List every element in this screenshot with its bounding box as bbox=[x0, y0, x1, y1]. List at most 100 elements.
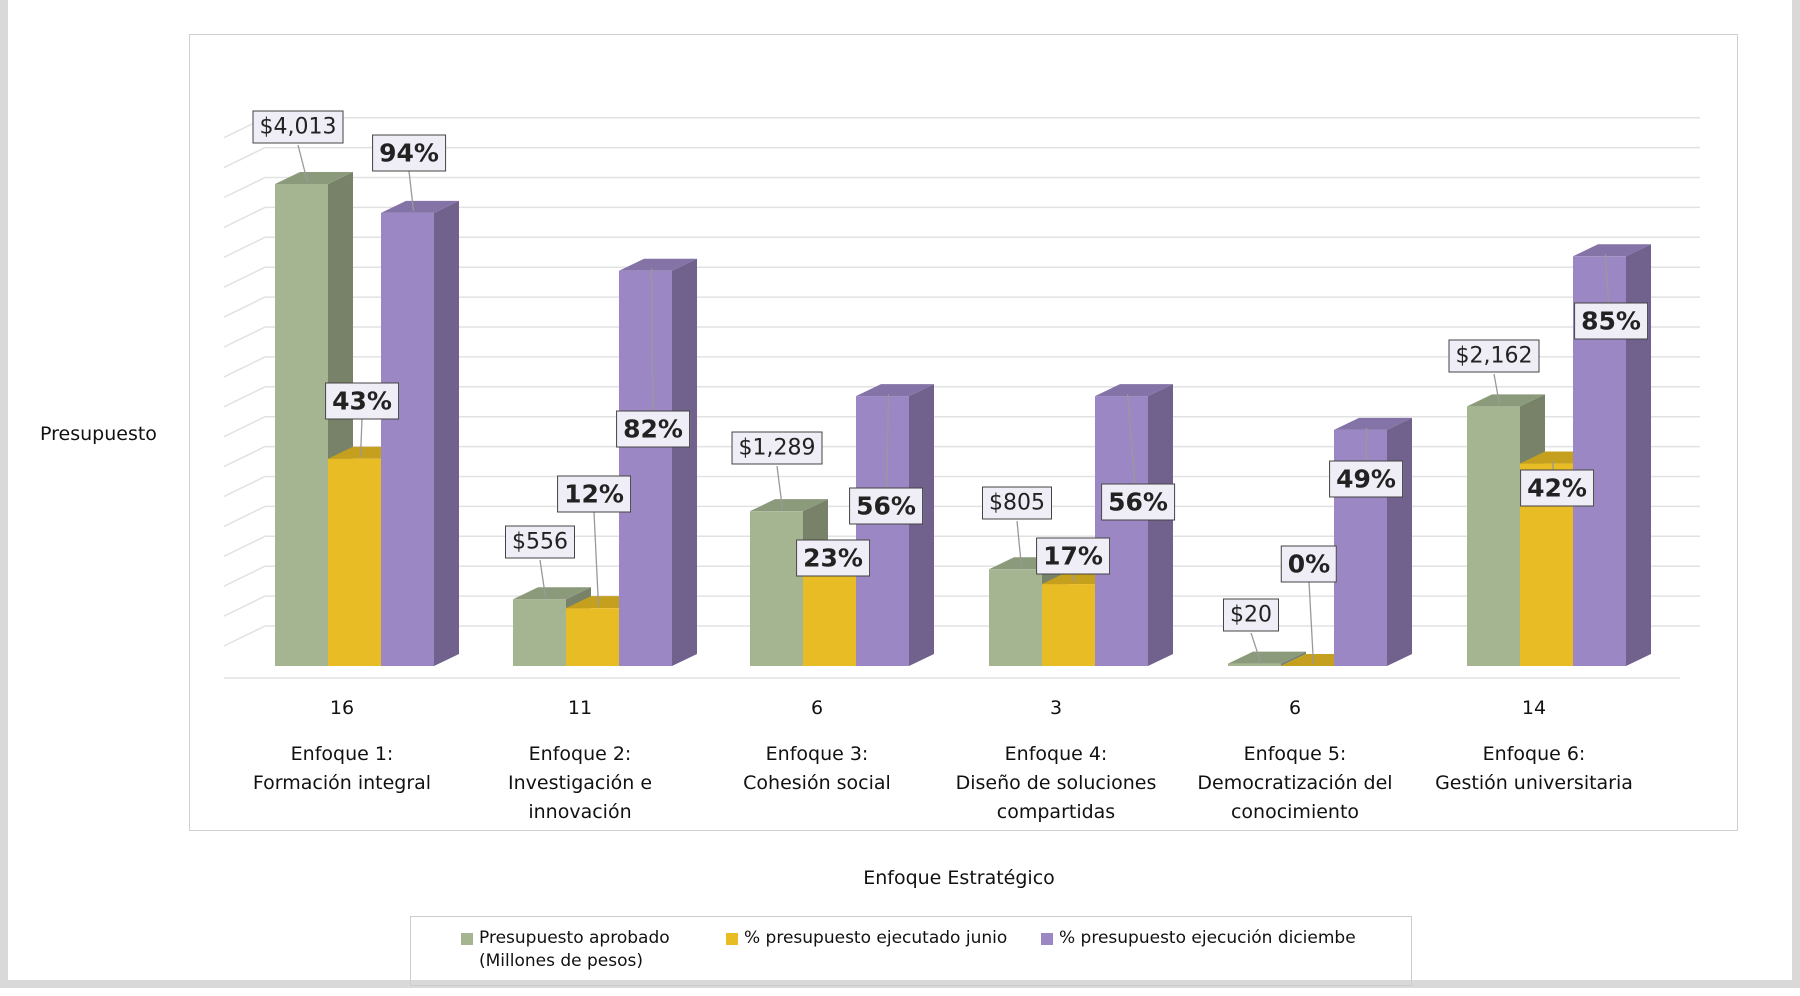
legend-label: % presupuesto ejecutado junio bbox=[744, 928, 1008, 948]
bar-top bbox=[513, 587, 591, 600]
legend-swatch bbox=[1041, 933, 1053, 945]
wall-line bbox=[223, 266, 266, 288]
category-label: Enfoque 1: Formación integral bbox=[252, 743, 432, 794]
bar-front bbox=[566, 608, 619, 666]
wall-line bbox=[223, 445, 266, 468]
data-label: $1,289 bbox=[731, 431, 823, 465]
bar-side bbox=[1148, 384, 1173, 666]
wall-line bbox=[223, 326, 266, 348]
wall-line bbox=[223, 206, 266, 229]
wall-line bbox=[223, 475, 266, 498]
data-label: 23% bbox=[796, 539, 870, 577]
bar-side bbox=[1387, 417, 1412, 666]
leader-line bbox=[1072, 573, 1076, 583]
data-label: 56% bbox=[1101, 483, 1175, 521]
wall-line bbox=[223, 565, 266, 587]
count-label: 16 bbox=[329, 697, 355, 719]
data-label: $4,013 bbox=[252, 110, 344, 144]
data-label: 85% bbox=[1574, 302, 1648, 340]
category-label: Enfoque 2: Investigación e innovación bbox=[507, 743, 653, 823]
bar-front bbox=[750, 511, 803, 666]
leader-line bbox=[1016, 520, 1023, 568]
category-label: Enfoque 6: Gestión universitaria bbox=[1435, 743, 1633, 794]
legend-item: % presupuesto ejecutado junio bbox=[726, 927, 1084, 950]
data-label: $20 bbox=[1223, 598, 1279, 632]
bar-top bbox=[381, 200, 459, 213]
leader-line bbox=[776, 465, 784, 510]
bar bbox=[1095, 384, 1173, 666]
bar-top bbox=[1228, 651, 1306, 664]
bar-front bbox=[513, 599, 566, 666]
leader-line bbox=[408, 170, 415, 211]
wall-line bbox=[223, 535, 266, 557]
legend: Presupuesto aprobado (Millones de pesos)… bbox=[410, 916, 1412, 986]
data-label: $805 bbox=[982, 486, 1052, 520]
data-label: 94% bbox=[372, 134, 446, 172]
bar-side bbox=[672, 258, 697, 666]
legend-swatch bbox=[461, 933, 473, 945]
bar-top bbox=[750, 499, 828, 512]
data-label: 43% bbox=[325, 382, 399, 420]
bar-front bbox=[989, 569, 1042, 666]
bar-top bbox=[856, 384, 934, 397]
data-label: 42% bbox=[1520, 469, 1594, 507]
bar-front bbox=[856, 396, 909, 666]
x-axis-label: Enfoque Estratégico bbox=[863, 867, 1055, 889]
data-label: $556 bbox=[505, 525, 575, 559]
data-label: 17% bbox=[1036, 537, 1110, 575]
data-label: 82% bbox=[616, 410, 690, 448]
leader-line bbox=[297, 144, 309, 183]
bar-top bbox=[1334, 417, 1412, 430]
leader-line bbox=[593, 511, 600, 607]
bar-front bbox=[275, 184, 328, 666]
data-label: 56% bbox=[849, 487, 923, 525]
bar-front bbox=[1095, 396, 1148, 666]
bar bbox=[1228, 651, 1306, 666]
bar-front bbox=[328, 458, 381, 666]
wall-line bbox=[223, 505, 266, 528]
data-label: 0% bbox=[1280, 545, 1338, 583]
wall-line bbox=[223, 146, 266, 169]
data-label: 49% bbox=[1329, 460, 1403, 498]
wall-line bbox=[223, 386, 266, 408]
bar-side bbox=[1281, 651, 1306, 666]
count-label: 6 bbox=[810, 697, 824, 719]
wall-line bbox=[223, 176, 266, 199]
legend-item: Presupuesto aprobado (Millones de pesos) bbox=[461, 927, 679, 973]
leader-line bbox=[1493, 373, 1501, 405]
data-label: $2,162 bbox=[1448, 339, 1540, 373]
bar-front bbox=[1467, 406, 1520, 666]
bar-side bbox=[909, 384, 934, 666]
bar-top bbox=[1573, 244, 1651, 257]
wall-line bbox=[223, 356, 266, 378]
wall-line bbox=[223, 236, 266, 258]
count-label: 11 bbox=[567, 697, 593, 719]
bar-top bbox=[1095, 384, 1173, 397]
leader-line bbox=[539, 559, 547, 598]
bar bbox=[619, 258, 697, 666]
count-label: 6 bbox=[1288, 697, 1302, 719]
leader-line bbox=[1308, 581, 1315, 665]
legend-label: % presupuesto ejecución diciembe bbox=[1059, 928, 1356, 948]
y-axis-label: Presupuesto bbox=[40, 423, 157, 445]
wall-line bbox=[223, 595, 266, 617]
count-label: 14 bbox=[1521, 697, 1547, 719]
bar-side bbox=[434, 200, 459, 667]
wall-line bbox=[223, 625, 266, 647]
leader-line bbox=[359, 418, 363, 457]
bar-front bbox=[619, 270, 672, 666]
wall-line bbox=[223, 296, 266, 318]
bar bbox=[381, 200, 459, 667]
bar-top bbox=[275, 172, 353, 184]
bar-side bbox=[1626, 244, 1651, 667]
count-label: 3 bbox=[1049, 697, 1063, 719]
bar-top bbox=[619, 258, 697, 271]
leader-line bbox=[1250, 632, 1262, 662]
category-label: Enfoque 4: Diseño de soluciones comparti… bbox=[955, 743, 1157, 823]
bar bbox=[856, 384, 934, 666]
category-label: Enfoque 5: Democratización del conocimie… bbox=[1197, 743, 1393, 823]
bar-front bbox=[381, 212, 434, 667]
bar bbox=[1334, 417, 1412, 666]
